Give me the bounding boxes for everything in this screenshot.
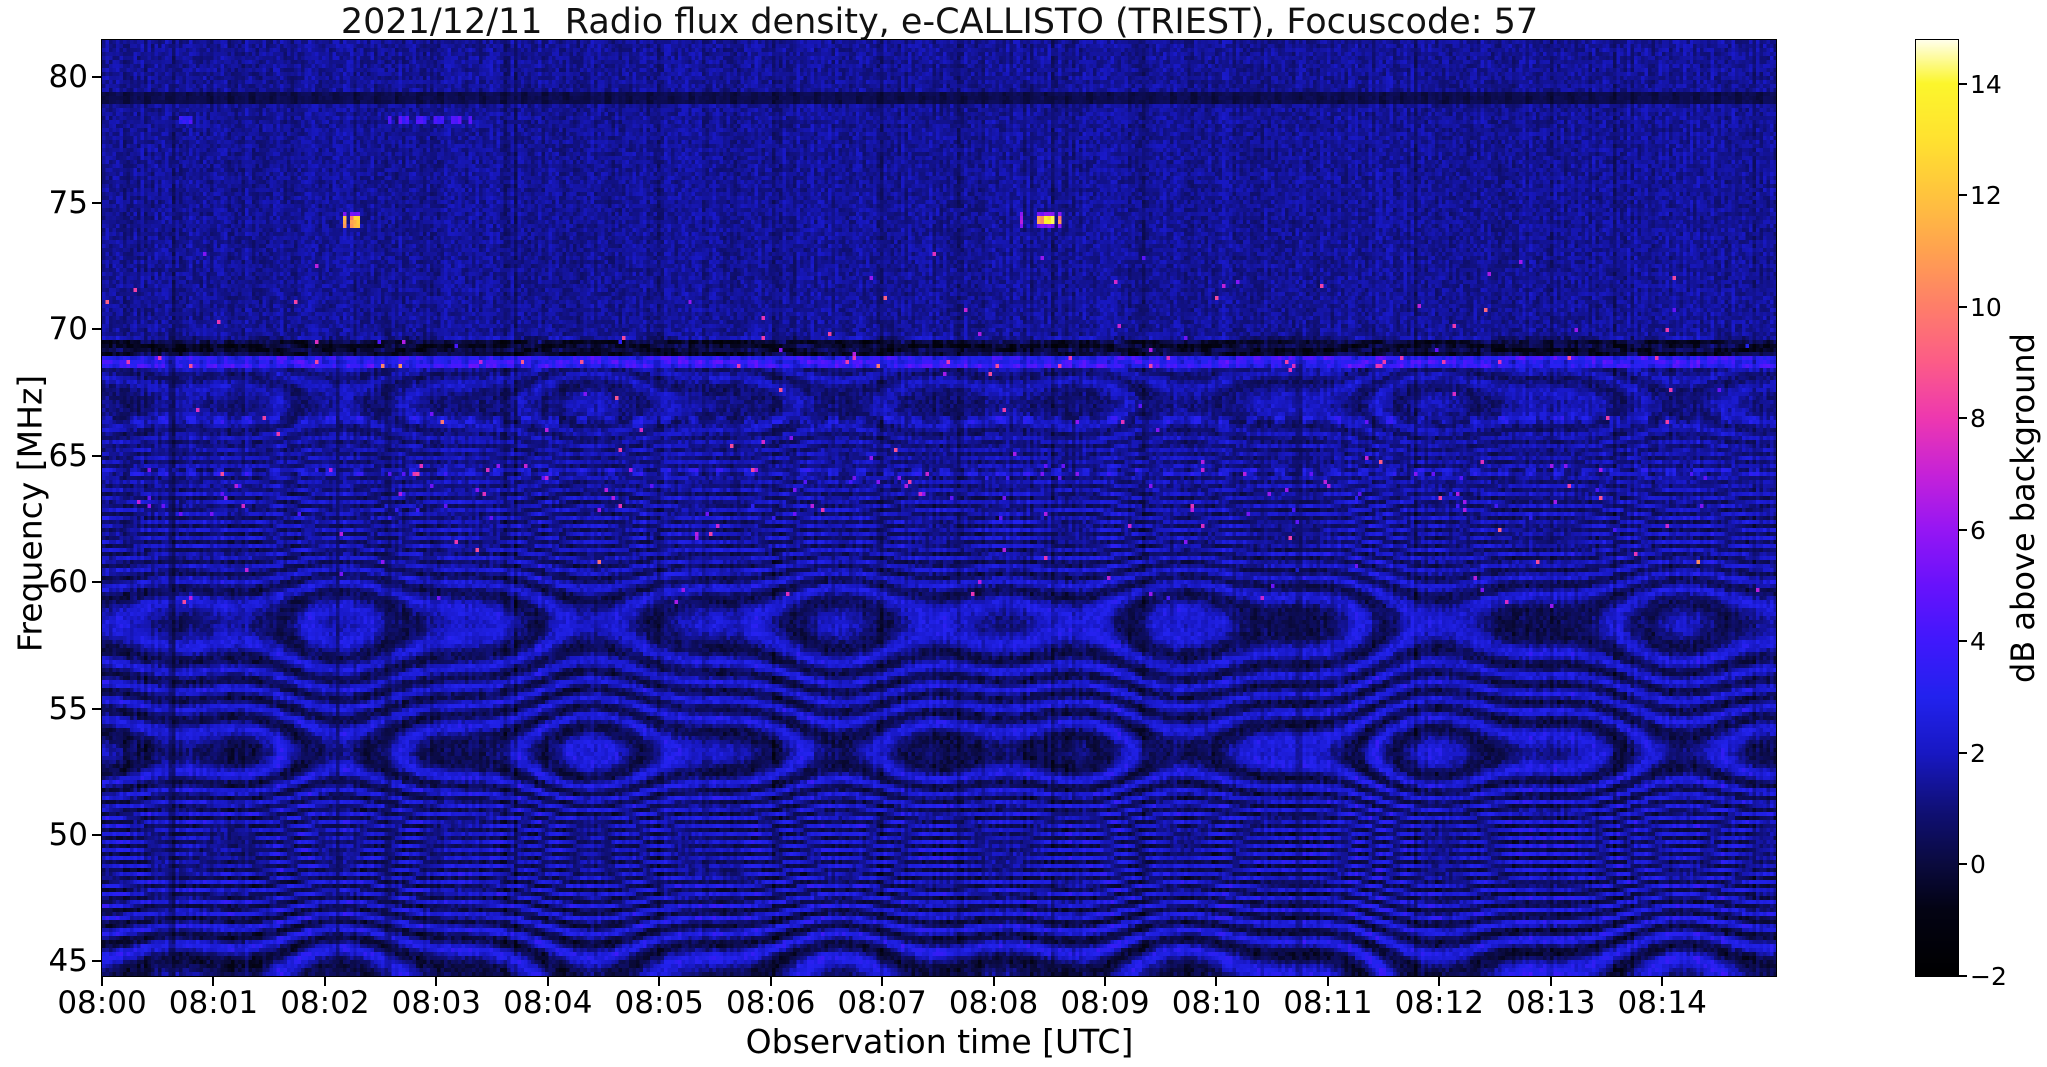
x-tick-label: 08:04 [503,985,593,1021]
x-tick-label: 08:09 [1060,985,1150,1021]
colorbar-label: dB above background [2004,333,2042,684]
x-tick-mark [1103,976,1106,986]
y-tick-label: 50 [48,816,88,853]
x-tick-mark [881,976,884,986]
x-tick-label: 08:14 [1617,985,1707,1021]
colorbar-tick-label: 2 [1970,738,1986,768]
colorbar-tick-mark [1958,194,1967,197]
colorbar-tick-mark [1958,528,1967,531]
x-tick-mark [1326,976,1329,986]
y-tick-label: 55 [48,690,88,727]
colorbar-tick-label: 14 [1970,69,2002,99]
y-tick-label: 75 [48,185,88,222]
x-tick-mark [323,976,326,986]
plot-border [101,39,1777,977]
x-tick-mark [435,976,438,986]
x-tick-mark [546,976,549,986]
colorbar-tick-mark [1958,305,1967,308]
x-tick-label: 08:02 [280,985,370,1021]
colorbar-tick-label: 6 [1970,515,1986,545]
x-tick-mark [769,976,772,986]
x-tick-label: 08:12 [1394,985,1484,1021]
colorbar-tick-mark [1958,751,1967,754]
x-tick-label: 08:06 [725,985,816,1021]
x-tick-mark [1215,976,1218,986]
y-tick-mark [92,454,102,457]
x-tick-mark [658,976,661,986]
x-tick-label: 08:07 [837,985,927,1021]
y-tick-mark [92,581,102,584]
x-tick-label: 08:03 [391,985,481,1021]
colorbar-tick-label: −2 [1970,962,2007,991]
colorbar-tick-mark [1958,975,1967,977]
colorbar-tick-mark [1958,417,1967,420]
y-tick-mark [92,202,102,205]
colorbar-tick-label: 0 [1970,850,1986,880]
x-axis-label: Observation time [UTC] [745,1022,1134,1061]
x-tick-mark [992,976,995,986]
colorbar-tick-mark [1958,640,1967,643]
x-tick-mark [1549,976,1552,986]
colorbar-tick-label: 12 [1970,181,2002,211]
y-tick-label: 70 [48,311,88,348]
colorbar-tick-label: 4 [1970,627,1986,657]
y-tick-mark [92,833,102,836]
y-axis-label: Frequency [MHz] [10,374,50,653]
x-tick-mark [1438,976,1441,986]
y-tick-mark [92,328,102,331]
y-tick-mark [92,75,102,78]
x-tick-label: 08:01 [168,985,259,1021]
x-tick-mark [101,976,103,986]
spectrogram-heatmap [102,40,1777,976]
x-tick-label: 08:11 [1283,985,1373,1021]
colorbar-gradient [1916,40,1958,976]
y-tick-label: 80 [48,58,88,95]
colorbar-tick-label: 10 [1970,292,2002,322]
y-tick-label: 60 [48,564,88,601]
x-tick-label: 08:08 [948,985,1039,1021]
x-tick-label: 08:00 [57,985,147,1021]
colorbar-tick-mark [1958,863,1967,866]
y-tick-label: 45 [48,943,88,980]
y-tick-mark [92,707,102,710]
colorbar-tick-label: 8 [1970,404,1986,434]
colorbar-border [1915,39,1959,977]
plot-title: 2021/12/11 Radio flux density, e-CALLIST… [340,2,1539,42]
x-tick-label: 08:10 [1171,985,1262,1021]
x-tick-label: 08:05 [614,985,704,1021]
y-tick-label: 65 [48,437,88,474]
colorbar-tick-mark [1958,82,1967,85]
x-tick-mark [212,976,215,986]
x-tick-label: 08:13 [1506,985,1596,1021]
y-tick-mark [92,960,102,963]
x-tick-mark [1661,976,1664,986]
